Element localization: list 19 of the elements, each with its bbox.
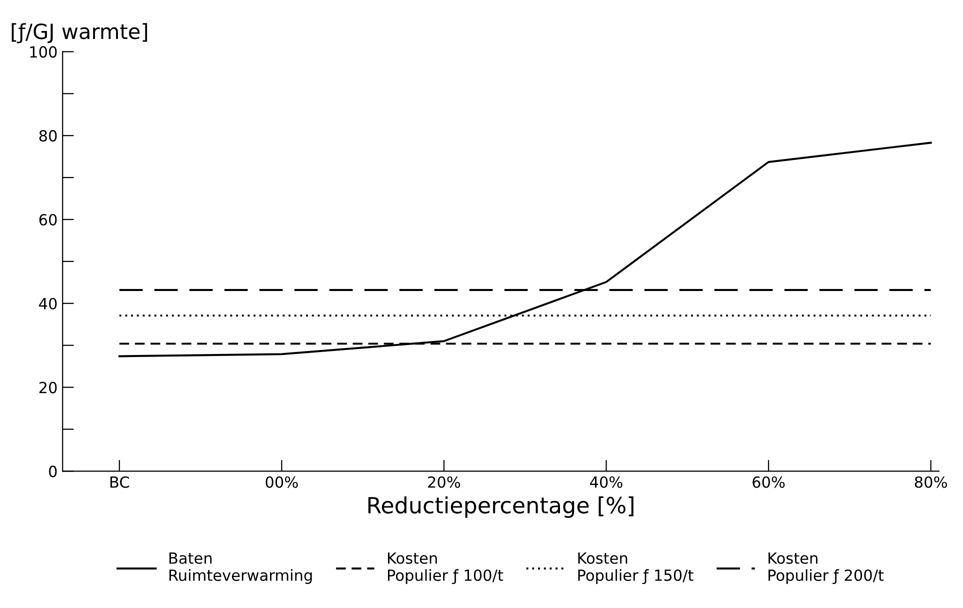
x-tick-label: 60% — [752, 476, 785, 488]
x-axis-title: Reductiepercentage [%] — [368, 496, 634, 518]
line-series — [118, 142, 932, 358]
legend-label: Kosten Populier ƒ 200/t — [768, 552, 884, 584]
x-tick-label: 80% — [914, 476, 947, 488]
y-tick-label: 100 — [30, 46, 57, 58]
legend-label: Baten Ruimteverwarming — [169, 552, 312, 584]
x-tick-label: 40% — [590, 476, 622, 488]
y-tick-label: 40 — [39, 298, 57, 310]
legend-label: Kosten Populier ƒ 150/t — [578, 552, 694, 584]
x-tick-label: 20% — [428, 476, 460, 488]
y-tick-label: 60 — [39, 214, 57, 226]
y-tick-label: 80 — [39, 130, 57, 142]
y-tick-label: 0 — [49, 466, 57, 478]
x-tick-label: 00% — [266, 476, 298, 488]
x-tick-label: BC — [110, 476, 130, 488]
y-axis-title: [ƒ/GJ warmte] — [12, 23, 148, 44]
legend-label: Kosten Populier ƒ 100/t — [388, 552, 504, 584]
y-tick-label: 20 — [39, 382, 57, 394]
